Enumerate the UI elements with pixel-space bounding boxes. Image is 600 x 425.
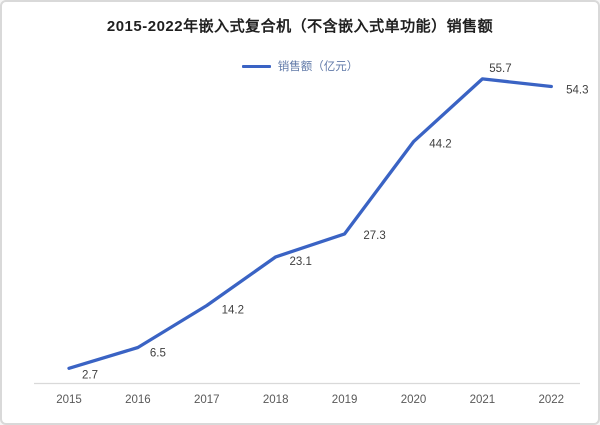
legend[interactable]: 销售额（亿元） bbox=[2, 58, 598, 74]
data-label: 44.2 bbox=[429, 139, 451, 151]
x-axis-tick-label: 2018 bbox=[263, 394, 289, 406]
data-label: 23.1 bbox=[290, 256, 312, 268]
legend-line-swatch bbox=[241, 64, 271, 68]
x-axis-tick-label: 2016 bbox=[125, 394, 151, 406]
x-axis-tick-label: 2022 bbox=[539, 394, 565, 406]
x-axis-tick-label: 2015 bbox=[56, 394, 82, 406]
chart-title: 2015-2022年嵌入式复合机（不含嵌入式单功能）销售额 bbox=[106, 18, 494, 35]
data-label: 14.2 bbox=[222, 304, 244, 316]
data-label: 55.7 bbox=[489, 63, 511, 75]
data-label: 27.3 bbox=[363, 230, 385, 242]
x-axis-tick-label: 2017 bbox=[194, 394, 220, 406]
data-label: 6.5 bbox=[150, 348, 166, 360]
x-axis-tick-label: 2019 bbox=[332, 394, 358, 406]
data-label: 2.7 bbox=[82, 369, 98, 381]
x-axis-tick-label: 2020 bbox=[401, 394, 427, 406]
sales-series-line[interactable] bbox=[67, 77, 553, 370]
legend-series-label: 销售额（亿元） bbox=[277, 61, 359, 73]
x-axis-tick-label: 2021 bbox=[470, 394, 496, 406]
data-label: 54.3 bbox=[566, 85, 588, 97]
